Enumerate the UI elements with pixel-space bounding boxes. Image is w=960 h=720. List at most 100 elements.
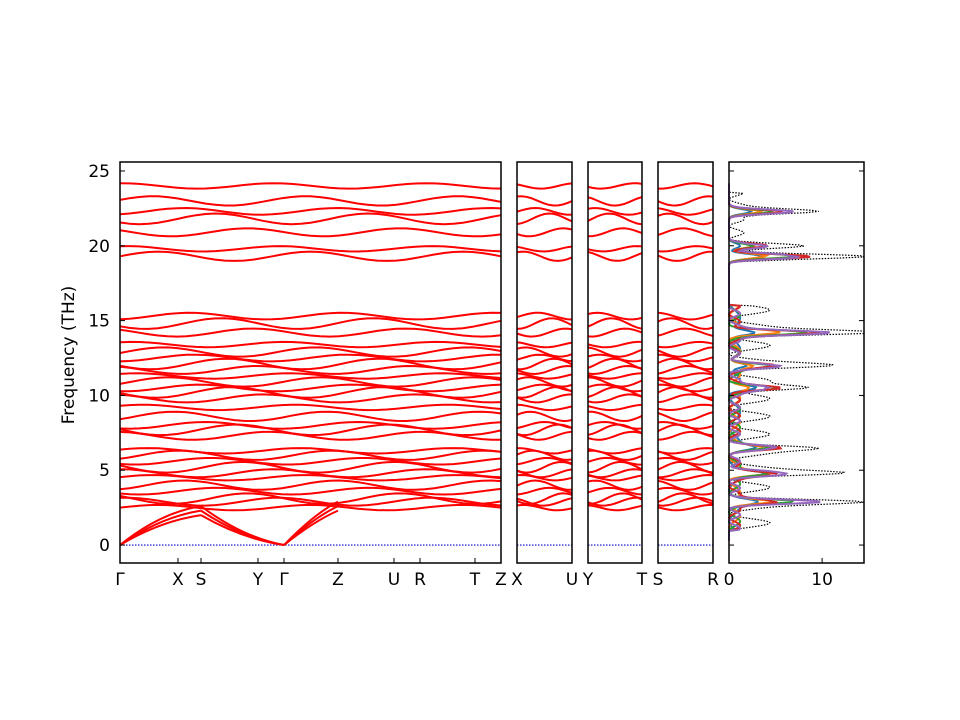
phonon-band <box>657 420 714 430</box>
dos-x-tick-label: 0 <box>724 570 735 590</box>
phonon-band <box>516 311 573 321</box>
phonon-band <box>657 456 714 466</box>
phonon-band <box>657 486 714 496</box>
phonon-band <box>516 212 573 226</box>
phonon-band <box>516 447 573 455</box>
phonon-band <box>587 245 643 253</box>
phonon-band <box>516 492 573 505</box>
phonon-band <box>587 182 643 190</box>
phonon-band <box>657 383 714 393</box>
phonon-band <box>587 504 643 512</box>
y-tick-label: 15 <box>88 312 110 332</box>
phonon-band <box>119 460 502 474</box>
phonon-band <box>119 317 502 330</box>
phonon-band <box>516 457 573 466</box>
high-symmetry-label: Y <box>252 570 264 590</box>
phonon-band <box>657 504 713 512</box>
phonon-band <box>657 496 714 507</box>
phonon-band <box>119 457 502 466</box>
acoustic-band <box>119 514 202 546</box>
phonon-band <box>657 327 714 337</box>
phonon-band <box>587 196 643 207</box>
phonon-band <box>657 386 714 399</box>
phonon-band <box>587 492 643 505</box>
phonon-band <box>119 410 502 423</box>
phonon-band <box>119 372 502 380</box>
high-symmetry-label: X <box>511 570 523 590</box>
phonon-band <box>516 346 573 358</box>
phonon-band <box>119 212 502 226</box>
phonon-band <box>587 376 643 388</box>
phonon-band <box>119 449 502 461</box>
phonon-band <box>657 340 714 349</box>
phonon-band <box>516 250 573 262</box>
phonon-band <box>516 479 573 491</box>
phonon-band <box>119 479 502 491</box>
phonon-band <box>657 245 714 253</box>
y-tick-label: 10 <box>88 386 110 406</box>
high-symmetry-label: T <box>636 570 648 590</box>
phonon-band <box>516 364 573 376</box>
acoustic-band <box>283 509 339 546</box>
phonon-band <box>119 250 502 262</box>
phonon-band <box>587 403 643 412</box>
phonon-band <box>119 327 502 338</box>
phonon-band <box>516 460 573 474</box>
phonon-band <box>657 479 714 491</box>
phonon-band <box>657 376 714 388</box>
phonon-band <box>120 383 502 393</box>
phonon-band <box>587 346 643 358</box>
phonon-band <box>587 447 643 455</box>
high-symmetry-label: Γ <box>279 570 289 590</box>
phonon-band <box>587 383 643 393</box>
phonon-band <box>119 227 502 238</box>
phonon-band <box>119 195 502 207</box>
phonon-band <box>119 245 502 253</box>
tick-layer <box>119 170 864 563</box>
phonon-band <box>119 486 502 496</box>
phonon-band <box>587 423 643 436</box>
high-symmetry-label: X <box>172 570 184 590</box>
phonon-band <box>657 207 714 216</box>
phonon-band <box>119 403 502 412</box>
y-tick-label: 0 <box>99 536 110 556</box>
phonon-band <box>587 227 643 238</box>
phonon-band <box>516 245 573 253</box>
y-tick-label: 5 <box>99 461 110 481</box>
phonon-band <box>587 212 643 226</box>
phonon-band <box>516 504 573 512</box>
phonon-band <box>657 317 714 330</box>
phonon-band <box>119 311 502 321</box>
phonon-band <box>119 182 502 190</box>
phonon-band <box>587 340 642 349</box>
acoustic-band <box>200 514 285 547</box>
phonon-band <box>516 353 573 363</box>
phonon-band <box>658 182 714 190</box>
phonon-band <box>516 195 573 207</box>
y-tick-label: 25 <box>88 162 110 182</box>
phonon-band <box>657 250 713 262</box>
high-symmetry-label: S <box>196 570 207 590</box>
phonon-band <box>516 372 573 380</box>
phonon-band <box>587 460 643 474</box>
high-symmetry-label: Γ <box>115 570 125 590</box>
band-lines-layer <box>119 182 714 547</box>
phonon-band <box>516 486 573 496</box>
phonon-band <box>587 327 643 338</box>
phonon-band <box>516 430 573 441</box>
dos-x-tick-label: 10 <box>811 570 833 590</box>
phonon-band <box>657 353 714 363</box>
high-symmetry-label: S <box>653 570 664 590</box>
phonon-band <box>657 311 714 321</box>
high-symmetry-label: Y <box>582 570 594 590</box>
phonon-band <box>587 251 643 262</box>
phonon-band <box>119 357 502 371</box>
phonon-band <box>119 353 502 363</box>
phonon-band <box>587 468 643 479</box>
phonon-band <box>587 353 643 363</box>
high-symmetry-label: U <box>388 570 400 590</box>
phonon-band <box>587 357 643 370</box>
phonon-band <box>587 420 643 430</box>
